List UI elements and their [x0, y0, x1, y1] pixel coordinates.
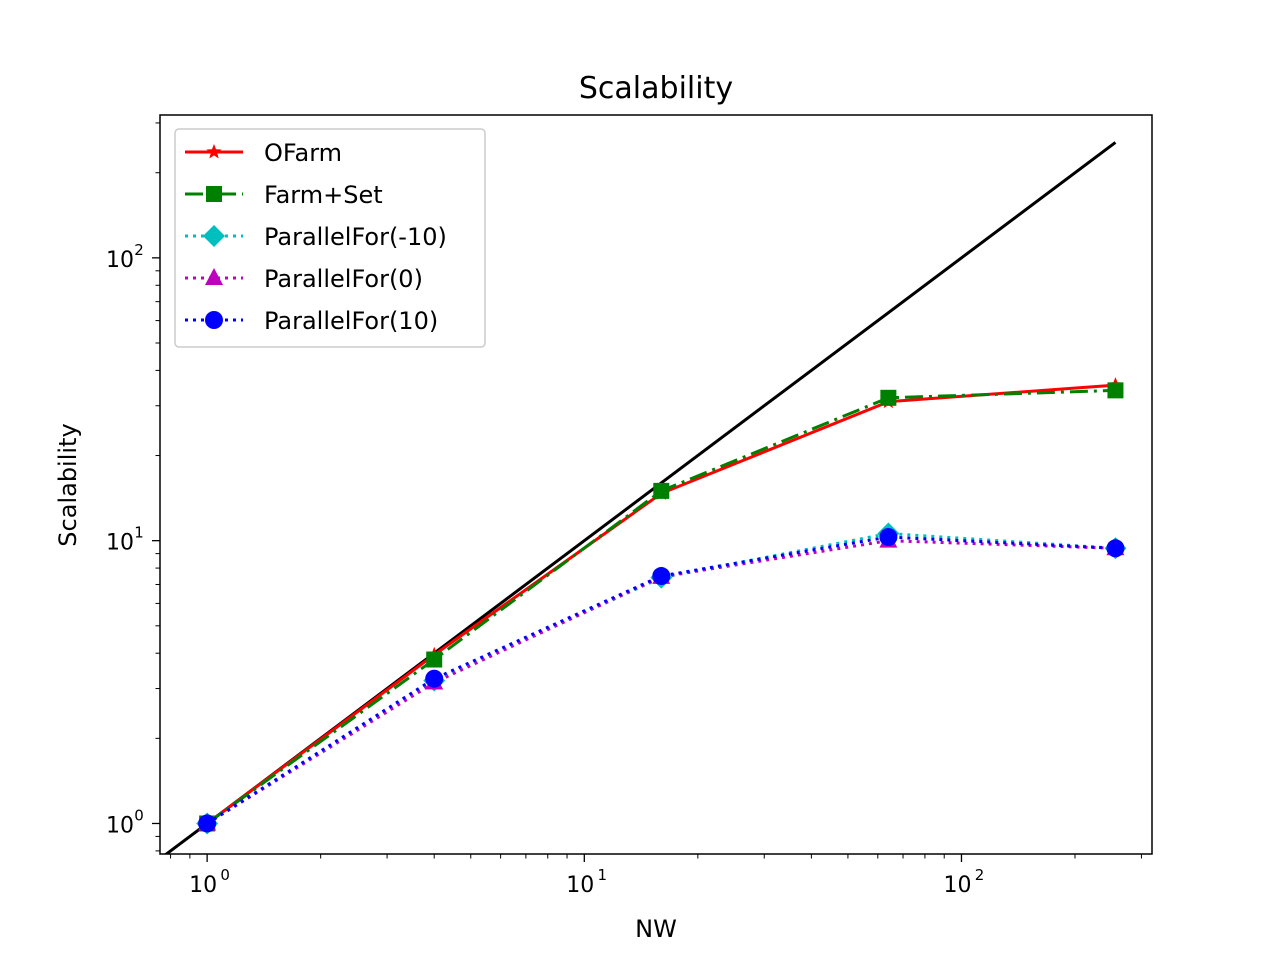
series-1	[199, 382, 1124, 832]
data-point-circle	[1106, 539, 1125, 558]
legend-label: ParallelFor(0)	[264, 265, 423, 293]
data-point-circle	[198, 814, 217, 833]
legend-item: ParallelFor(0)	[185, 265, 423, 293]
chart-title: Scalability	[579, 71, 733, 106]
legend-label: Farm+Set	[264, 181, 383, 209]
y-tick-exponent: 2	[134, 241, 144, 259]
legend-label: ParallelFor(-10)	[264, 223, 447, 251]
legend-item: OFarm	[185, 139, 342, 167]
legend-marker-circle	[205, 311, 223, 329]
y-tick-exponent: 0	[134, 806, 144, 824]
x-tick-label: 10	[189, 873, 217, 898]
x-tick-exponent: 2	[975, 866, 985, 884]
x-tick-exponent: 0	[220, 866, 230, 884]
series-line	[206, 388, 1116, 825]
legend-item: ParallelFor(-10)	[185, 223, 447, 251]
y-tick-label: 10	[106, 813, 134, 838]
legend-label: OFarm	[264, 139, 342, 167]
legend-box	[174, 128, 486, 348]
plot-frame	[159, 114, 1153, 855]
data-point-square	[1107, 382, 1124, 399]
legend-marker-triangle	[205, 268, 223, 285]
legend-marker-star	[206, 144, 222, 159]
x-tick-exponent: 1	[598, 866, 608, 884]
axes: 10 0 10 1 10 210 010 110 2	[106, 122, 1142, 898]
series-4	[198, 528, 1125, 833]
series-0	[199, 377, 1124, 830]
data-point-square	[426, 651, 443, 668]
x-axis-label: NW	[635, 915, 677, 943]
data-point-circle	[879, 528, 898, 547]
legend-item: Farm+Set	[185, 181, 383, 209]
legend-marker-diamond	[203, 225, 225, 247]
x-tick-label: 10	[943, 873, 971, 898]
legend-item: ParallelFor(10)	[185, 307, 438, 335]
data-point-square	[653, 482, 670, 499]
series-line	[206, 539, 1116, 825]
y-tick-label: 10	[106, 248, 134, 273]
legend-marker-square	[206, 186, 222, 202]
plot-area	[163, 141, 1127, 854]
y-tick-exponent: 1	[134, 524, 144, 542]
series-line	[206, 383, 1116, 825]
y-axis-label: Scalability	[54, 423, 82, 546]
x-tick-label: 10	[566, 873, 594, 898]
legend: OFarm Farm+Set ParallelFor(-10) ParallelFor…	[174, 128, 486, 348]
series-line	[206, 535, 1116, 825]
y-tick-label: 10	[106, 531, 134, 556]
data-point-circle	[652, 567, 671, 586]
data-point-circle	[425, 669, 444, 688]
legend-label: ParallelFor(10)	[264, 307, 438, 335]
data-point-square	[880, 389, 897, 406]
